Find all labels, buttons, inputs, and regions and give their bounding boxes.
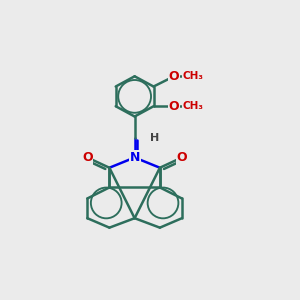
Text: N: N — [129, 151, 140, 164]
Text: O: O — [82, 151, 93, 164]
Text: O: O — [169, 70, 179, 83]
Text: CH₃: CH₃ — [182, 71, 203, 81]
Text: O: O — [177, 151, 187, 164]
Text: H: H — [150, 133, 159, 143]
Text: O: O — [169, 100, 179, 113]
Text: CH₃: CH₃ — [182, 101, 203, 111]
